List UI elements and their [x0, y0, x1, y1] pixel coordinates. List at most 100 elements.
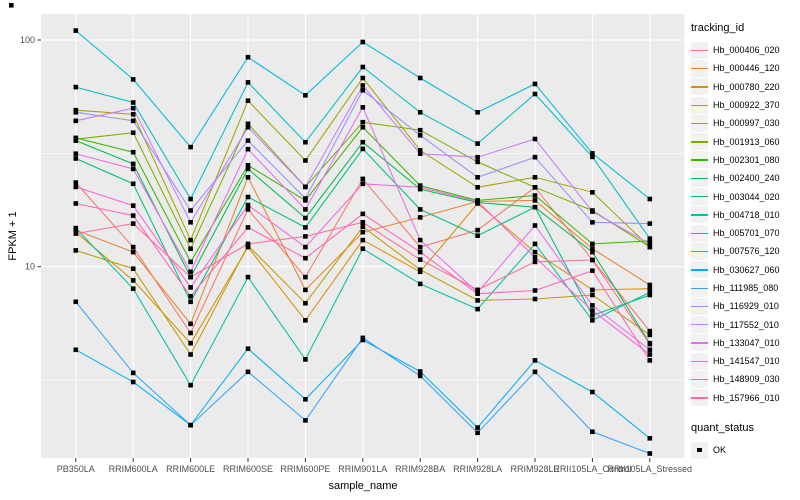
data-point[interactable]	[130, 266, 136, 271]
data-point[interactable]	[130, 278, 136, 283]
data-point[interactable]	[73, 299, 79, 305]
legend-item[interactable]: Hb_000780_220	[691, 78, 799, 96]
data-point[interactable]	[303, 215, 308, 221]
data-point[interactable]	[590, 318, 595, 323]
data-point[interactable]	[590, 241, 595, 247]
legend-item[interactable]: Hb_030627_060	[691, 261, 799, 279]
data-point[interactable]	[188, 321, 193, 327]
data-point[interactable]	[188, 299, 193, 305]
data-point[interactable]	[245, 175, 251, 180]
data-point[interactable]	[360, 83, 366, 88]
data-point[interactable]	[475, 141, 480, 146]
legend-item[interactable]: Hb_000446_120	[691, 59, 799, 77]
data-point[interactable]	[417, 281, 423, 287]
data-point[interactable]	[532, 255, 538, 260]
data-point[interactable]	[245, 369, 251, 375]
data-point[interactable]	[245, 194, 251, 200]
data-point[interactable]	[532, 259, 538, 265]
data-point[interactable]	[360, 181, 366, 187]
data-point[interactable]	[73, 156, 79, 161]
data-point[interactable]	[360, 246, 366, 251]
data-point[interactable]	[417, 148, 423, 153]
data-point[interactable]	[188, 330, 193, 336]
data-point[interactable]	[188, 259, 193, 265]
legend-item[interactable]: Hb_141547_010	[691, 352, 799, 370]
data-point[interactable]	[647, 236, 653, 241]
data-point[interactable]	[590, 308, 595, 313]
data-point[interactable]	[647, 290, 653, 295]
data-point[interactable]	[647, 352, 653, 357]
data-point[interactable]	[303, 300, 308, 306]
data-point[interactable]	[73, 184, 79, 190]
data-point[interactable]	[647, 196, 653, 202]
data-point[interactable]	[360, 229, 366, 235]
data-point[interactable]	[475, 291, 480, 296]
data-point[interactable]	[130, 181, 136, 187]
data-point[interactable]	[360, 64, 366, 70]
data-point[interactable]	[360, 237, 366, 243]
data-point[interactable]	[647, 341, 653, 347]
data-point[interactable]	[130, 149, 136, 155]
data-point[interactable]	[360, 125, 366, 130]
data-point[interactable]	[188, 422, 193, 428]
data-point[interactable]	[188, 246, 193, 251]
legend-item[interactable]: Hb_000997_030	[691, 114, 799, 132]
data-point[interactable]	[532, 249, 538, 255]
data-point[interactable]	[130, 244, 136, 250]
legend-item[interactable]: Hb_000922_370	[691, 96, 799, 114]
data-point[interactable]	[475, 175, 480, 180]
data-point[interactable]	[417, 185, 423, 190]
data-point[interactable]	[303, 184, 308, 190]
data-point[interactable]	[417, 215, 423, 220]
data-point[interactable]	[303, 357, 308, 362]
data-point[interactable]	[647, 292, 653, 298]
data-point[interactable]	[647, 286, 653, 291]
data-point[interactable]	[590, 220, 595, 225]
data-point[interactable]	[130, 286, 136, 291]
data-point[interactable]	[188, 196, 193, 202]
data-point[interactable]	[417, 110, 423, 115]
data-point[interactable]	[73, 135, 79, 141]
data-point[interactable]	[647, 221, 653, 226]
data-point[interactable]	[130, 77, 136, 82]
data-point[interactable]	[303, 196, 308, 201]
data-point[interactable]	[73, 110, 79, 115]
data-point[interactable]	[417, 75, 423, 81]
data-point[interactable]	[590, 429, 595, 435]
data-point[interactable]	[130, 118, 136, 124]
data-point[interactable]	[245, 274, 251, 280]
data-point[interactable]	[647, 451, 653, 456]
data-point[interactable]	[73, 180, 79, 185]
data-point[interactable]	[590, 190, 595, 195]
data-point[interactable]	[590, 313, 595, 318]
data-point[interactable]	[73, 248, 79, 253]
data-point[interactable]	[590, 257, 595, 263]
data-point[interactable]	[532, 91, 538, 97]
data-point[interactable]	[475, 159, 480, 165]
data-point[interactable]	[130, 105, 136, 111]
data-point[interactable]	[532, 358, 538, 363]
data-point[interactable]	[417, 207, 423, 212]
data-point[interactable]	[303, 418, 308, 423]
data-point[interactable]	[532, 369, 538, 375]
data-point[interactable]	[360, 75, 366, 81]
data-point[interactable]	[417, 127, 423, 133]
data-point[interactable]	[532, 154, 538, 160]
data-point[interactable]	[303, 158, 308, 163]
data-point[interactable]	[245, 80, 251, 85]
data-point[interactable]	[647, 282, 653, 288]
data-point[interactable]	[360, 139, 366, 145]
legend-item[interactable]: Hb_002400_240	[691, 169, 799, 187]
data-point[interactable]	[417, 373, 423, 379]
data-point[interactable]	[475, 430, 480, 436]
data-point[interactable]	[417, 133, 423, 138]
data-point[interactable]	[417, 151, 423, 156]
data-point[interactable]	[245, 146, 251, 152]
data-point[interactable]	[590, 151, 595, 156]
data-point[interactable]	[532, 175, 538, 180]
data-point[interactable]	[188, 352, 193, 357]
data-point[interactable]	[647, 436, 653, 441]
data-point[interactable]	[532, 241, 538, 247]
data-point[interactable]	[475, 154, 480, 160]
data-point[interactable]	[73, 151, 79, 156]
